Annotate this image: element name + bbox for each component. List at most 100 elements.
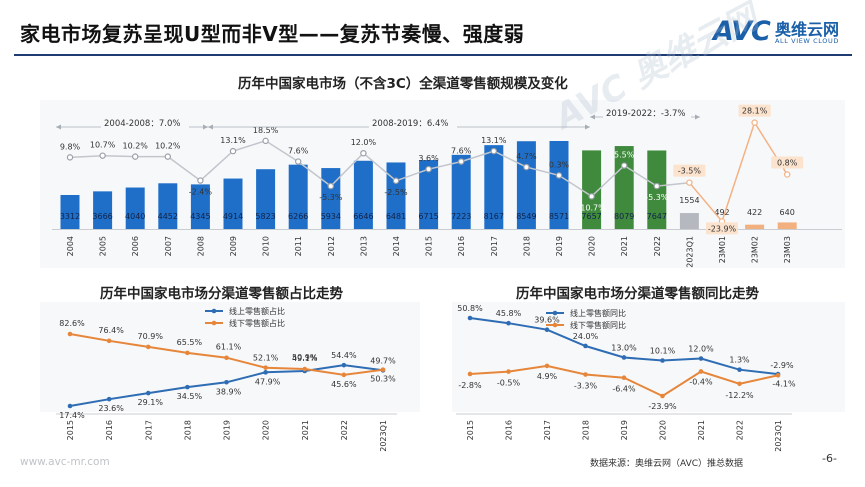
- data-label: 10.1%: [650, 346, 676, 355]
- growth-point: [490, 147, 497, 155]
- period-label: 2019-2022：-3.7%: [606, 109, 686, 119]
- legend-swatch-dot: [211, 308, 217, 314]
- bar-value-label: 7223: [451, 212, 471, 221]
- x-tick-label: 2012: [327, 236, 336, 256]
- x-tick-label: 2019: [620, 420, 629, 440]
- series-point: [621, 355, 627, 360]
- x-tick-label: 23M02: [751, 236, 760, 263]
- growth-label: 7.6%: [288, 147, 309, 156]
- series-point: [341, 362, 347, 368]
- data-label: 12.0%: [688, 345, 714, 354]
- growth-point: [784, 171, 791, 178]
- data-label: 17.4%: [59, 411, 85, 420]
- bar: [679, 213, 699, 229]
- growth-label-box: [673, 164, 706, 177]
- growth-point: [653, 182, 661, 190]
- growth-label: 28.1%: [742, 107, 768, 116]
- bar-value-label: 6266: [288, 212, 308, 221]
- series-point: [467, 315, 473, 321]
- title-divider: [14, 54, 852, 56]
- x-tick-label: 2019: [223, 420, 232, 440]
- bar: [451, 154, 471, 229]
- series-point: [67, 331, 73, 337]
- x-tick-label: 2017: [144, 420, 153, 440]
- growth-label: 3.6%: [418, 154, 439, 163]
- x-tick-label: 2016: [105, 420, 114, 440]
- series-point: [224, 355, 229, 361]
- data-label: 49.7%: [370, 356, 396, 365]
- growth-point: [229, 147, 237, 155]
- growth-point: [686, 179, 693, 186]
- growth-label: -5.3%: [319, 193, 343, 202]
- data-label: 45.6%: [331, 380, 357, 389]
- growth-label: -2.5%: [384, 188, 408, 197]
- x-tick-label: 2006: [131, 236, 140, 256]
- bar-value-label: 7647: [647, 212, 667, 221]
- growth-label-box: [706, 222, 738, 235]
- x-tick-label: 2010: [262, 236, 271, 256]
- data-label: 61.1%: [216, 343, 242, 352]
- x-tick-label: 2021: [301, 420, 310, 440]
- bar-value-label: 7657: [581, 212, 601, 221]
- series-point: [506, 320, 511, 326]
- bar: [516, 141, 536, 229]
- x-tick-label: 2014: [392, 236, 401, 256]
- page-number: -6-: [822, 452, 837, 465]
- x-tick-label: 23M01: [718, 236, 727, 263]
- growth-label: 10.2%: [155, 142, 181, 151]
- series-point: [67, 403, 73, 409]
- data-label: -2.9%: [770, 361, 794, 370]
- data-label: 24.0%: [573, 332, 599, 341]
- bar-value-label: 3312: [60, 212, 80, 221]
- bar: [549, 141, 569, 229]
- x-tick-label: 2007: [164, 236, 173, 256]
- growth-point: [523, 163, 530, 171]
- x-tick-label: 2021: [620, 236, 629, 256]
- data-label: -23.9%: [648, 402, 677, 411]
- period-label: 2004-2008：7.0%: [104, 119, 180, 129]
- growth-point: [555, 172, 563, 179]
- logo-mark: AVC: [713, 16, 771, 47]
- growth-label: 12.0%: [351, 138, 377, 147]
- x-tick-label: 2020: [659, 420, 668, 440]
- growth-label: 18.5%: [253, 126, 279, 135]
- bar: [484, 145, 504, 229]
- data-label: 50.3%: [370, 375, 396, 384]
- x-tick-label: 2020: [588, 236, 597, 256]
- series-point: [185, 384, 190, 390]
- x-tick-label: 2016: [505, 420, 514, 440]
- series-point: [145, 344, 151, 350]
- data-label: 54.4%: [331, 351, 357, 360]
- bar: [419, 160, 439, 229]
- bar-value-label: 3666: [92, 212, 112, 221]
- growth-label: 9.8%: [60, 142, 81, 151]
- bar: [745, 224, 765, 229]
- growth-point: [751, 119, 758, 126]
- series-point: [106, 396, 112, 402]
- series-point: [302, 366, 308, 372]
- growth-label: 4.7%: [516, 152, 537, 161]
- series-point: [467, 371, 473, 377]
- chart-panel-channel-share: [40, 302, 420, 412]
- growth-label: 5.5%: [614, 151, 635, 160]
- legend-label: 线下零售额占比: [229, 318, 285, 328]
- growth-point: [131, 153, 139, 160]
- data-label: 50.9%: [292, 353, 318, 362]
- series-point: [145, 390, 151, 396]
- bar: [353, 160, 373, 229]
- bar: [93, 191, 113, 229]
- growth-point: [327, 182, 334, 190]
- data-label: 47.9%: [255, 377, 281, 386]
- bar-value-label: 8549: [516, 212, 536, 221]
- x-tick-label: 2018: [183, 420, 192, 440]
- bar-value-label: 422: [747, 208, 762, 217]
- period-arrow-head: [56, 124, 61, 130]
- period-arrow-head: [695, 114, 700, 120]
- bar: [288, 164, 308, 229]
- data-label: 23.6%: [98, 404, 124, 413]
- bar-value-label: 6646: [353, 212, 373, 221]
- growth-point: [66, 154, 74, 161]
- growth-point: [360, 149, 367, 157]
- x-tick-label: 2020: [262, 420, 271, 440]
- growth-label: -5.3%: [645, 193, 669, 202]
